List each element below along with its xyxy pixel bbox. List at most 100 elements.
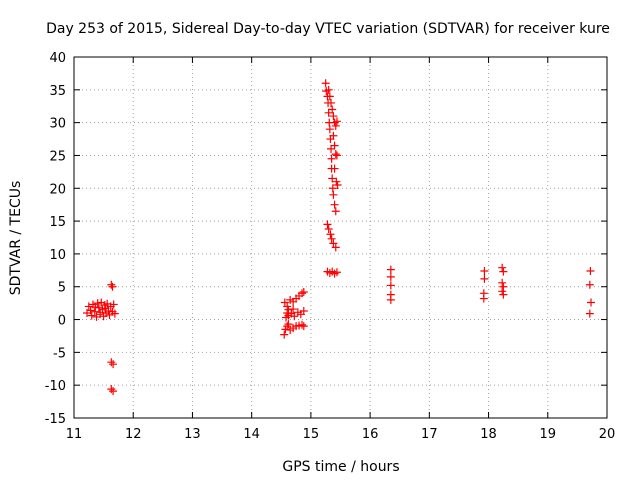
x-tick-label: 18 bbox=[480, 427, 497, 442]
data-point bbox=[480, 274, 489, 283]
y-tick-label: 25 bbox=[49, 149, 66, 164]
y-tick-label: 30 bbox=[49, 117, 66, 132]
data-point bbox=[479, 294, 488, 303]
data-point bbox=[329, 190, 338, 199]
data-point bbox=[283, 308, 292, 317]
data-point bbox=[325, 125, 334, 134]
grid-lines bbox=[74, 57, 607, 418]
data-point bbox=[101, 304, 110, 313]
y-tick-label: 10 bbox=[49, 248, 66, 263]
x-tick-label: 15 bbox=[303, 427, 320, 442]
x-tick-label: 12 bbox=[125, 427, 142, 442]
data-point bbox=[329, 112, 338, 121]
axis-ticks bbox=[73, 56, 608, 419]
data-point bbox=[323, 220, 332, 229]
x-tick-label: 13 bbox=[184, 427, 201, 442]
data-point bbox=[298, 320, 307, 329]
data-points bbox=[83, 79, 596, 396]
data-point bbox=[498, 287, 507, 296]
data-point bbox=[284, 320, 293, 329]
data-point bbox=[94, 303, 103, 312]
data-point bbox=[281, 325, 290, 334]
data-point bbox=[332, 268, 341, 277]
data-point bbox=[327, 98, 336, 107]
data-point bbox=[386, 272, 395, 281]
data-point bbox=[586, 266, 595, 275]
data-point bbox=[333, 180, 342, 189]
data-point bbox=[327, 154, 336, 163]
data-point bbox=[91, 303, 100, 312]
tick-labels: 11 12 13 14 15 16 17 18 19 20 -15 -10 -5 0 5 10 15 20 25 30… bbox=[45, 51, 616, 442]
data-point bbox=[329, 131, 338, 140]
data-point bbox=[328, 174, 337, 183]
data-point bbox=[86, 306, 95, 315]
data-point bbox=[499, 282, 508, 291]
data-point bbox=[289, 305, 298, 314]
data-point bbox=[299, 322, 308, 331]
data-point bbox=[107, 358, 116, 367]
x-tick-label: 14 bbox=[243, 427, 260, 442]
data-point bbox=[326, 230, 335, 239]
y-tick-label: 20 bbox=[49, 182, 66, 197]
y-tick-label: 40 bbox=[49, 51, 66, 66]
data-point bbox=[499, 290, 508, 299]
data-point bbox=[109, 387, 118, 396]
data-point bbox=[587, 298, 596, 307]
data-point bbox=[107, 385, 116, 394]
data-point bbox=[498, 263, 507, 272]
data-point bbox=[280, 330, 289, 339]
data-point bbox=[331, 207, 340, 216]
data-point bbox=[585, 309, 594, 318]
data-point bbox=[585, 280, 594, 289]
x-tick-label: 20 bbox=[599, 427, 616, 442]
data-point bbox=[386, 295, 395, 304]
data-point bbox=[109, 300, 118, 309]
y-tick-label: 5 bbox=[58, 281, 66, 296]
y-tick-label: -5 bbox=[53, 346, 66, 361]
chart-title: Day 253 of 2015, Sidereal Day-to-day VTE… bbox=[46, 21, 610, 37]
data-point bbox=[332, 151, 341, 160]
data-point bbox=[298, 289, 307, 298]
data-point bbox=[499, 267, 508, 276]
data-point bbox=[386, 265, 395, 274]
data-point bbox=[480, 266, 489, 275]
data-point bbox=[331, 243, 340, 252]
data-point bbox=[330, 141, 339, 150]
data-point bbox=[324, 85, 333, 94]
y-tick-label: 0 bbox=[58, 314, 66, 329]
data-point bbox=[299, 287, 308, 296]
x-axis-label: GPS time / hours bbox=[282, 459, 399, 475]
y-tick-label: 15 bbox=[49, 215, 66, 230]
x-tick-label: 17 bbox=[421, 427, 438, 442]
y-tick-label: -15 bbox=[45, 412, 66, 427]
data-point bbox=[324, 108, 333, 117]
data-point bbox=[110, 309, 119, 318]
x-tick-label: 11 bbox=[66, 427, 83, 442]
data-point bbox=[330, 200, 339, 209]
data-point bbox=[327, 144, 336, 153]
x-tick-label: 19 bbox=[540, 427, 557, 442]
data-point bbox=[324, 224, 333, 233]
data-point bbox=[321, 79, 330, 88]
data-point bbox=[386, 281, 395, 290]
data-point bbox=[96, 308, 105, 317]
data-point bbox=[331, 150, 340, 159]
data-point bbox=[109, 360, 118, 369]
data-point bbox=[290, 312, 299, 321]
y-axis-label: SDTVAR / TECUs bbox=[8, 181, 24, 296]
data-point bbox=[332, 177, 341, 186]
data-point bbox=[108, 282, 117, 291]
data-point bbox=[331, 121, 340, 130]
data-point bbox=[107, 280, 116, 289]
data-point bbox=[84, 302, 93, 311]
y-tick-label: 35 bbox=[49, 84, 66, 99]
data-point bbox=[328, 105, 337, 114]
data-point bbox=[299, 307, 308, 316]
data-point bbox=[327, 234, 336, 243]
plot-frame bbox=[73, 56, 608, 419]
data-point bbox=[330, 164, 339, 173]
y-tick-label: -10 bbox=[45, 379, 66, 394]
